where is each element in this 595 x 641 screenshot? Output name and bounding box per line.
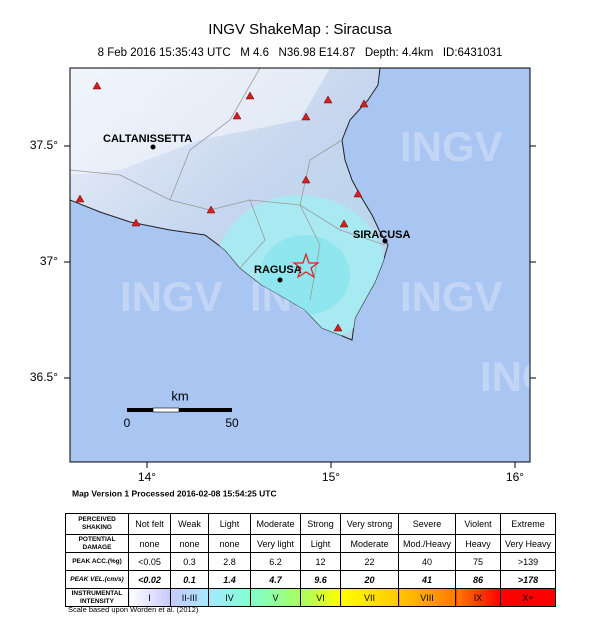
city-dot [150,144,156,150]
lat-label: 37.5° [30,138,58,152]
row-label: PERCEIVED SHAKING [65,513,129,535]
scale-end: 50 [225,416,239,430]
legend-cell: Very Heavy [500,534,556,553]
legend-cell: Heavy [455,534,501,553]
legend-row: PEAK ACC.(%g) <0.05 0.3 2.8 6.2 12 22 40 75 >139 [65,552,556,571]
legend-cell: 2.8 [208,552,251,571]
city-label: SIRACUSA [353,229,411,241]
legend-cell: IV [208,588,251,607]
epicenter [292,252,320,279]
footer: Map Version 1 Processed 2016-02-08 15:54… [72,488,277,498]
title: INGV ShakeMap : Siracusa [208,21,392,38]
legend-cell: 22 [340,552,399,571]
legend-cell: Light [208,513,251,535]
legend-cell: II-III [170,588,209,607]
legend-cell: Moderate [250,513,301,535]
lon-label: 15° [322,470,340,484]
row-label: POTENTIAL DAMAGE [65,534,129,553]
city-dot [277,277,283,283]
legend-cell: Extreme [500,513,556,535]
legend-cell: Very light [250,534,301,553]
scale-note: Scale based upon Worden et al. (2012) [68,605,199,614]
watermark: INGV [480,353,583,400]
legend-cell: VII [340,588,399,607]
stations [75,81,369,332]
legend-cell: Moderate [340,534,399,553]
legend-cell: Violent [455,513,501,535]
province-borders [70,68,386,301]
legend-cell: >178 [500,570,556,589]
shakemap: INGV ShakeMap : Siracusa 8 Feb 2016 15:3… [30,21,583,498]
legend-cell: Very strong [340,513,399,535]
legend-cell: Light [300,534,341,553]
legend-row: INSTRUMENTAL INTENSITY I II-III IV V VI VII VII… [65,588,556,607]
legend-cell: 4.7 [250,570,301,589]
legend-cell: X+ [500,588,556,607]
legend-cell: none [128,534,171,553]
city-label: RAGUSA [254,264,302,276]
legend-cell: IX [455,588,501,607]
legend-cell: Strong [300,513,341,535]
lat-label: 36.5° [30,370,58,384]
scale-bar [127,408,153,412]
watermark: INGV [400,273,503,320]
intensity-legend: PERCEIVED SHAKING Not felt Weak Light Modera… [65,513,556,607]
lon-label: 16° [506,470,524,484]
legend-cell: Not felt [128,513,171,535]
scale-unit: km [171,388,188,403]
legend-cell: 86 [455,570,501,589]
legend-cell: <0.02 [128,570,171,589]
row-label: PEAK VEL.(cm/s) [65,570,129,589]
map-frame [69,67,531,463]
legend-cell: 40 [398,552,456,571]
legend-cell: >139 [500,552,556,571]
row-label: INSTRUMENTAL INTENSITY [65,588,129,607]
legend-cell: 1.4 [208,570,251,589]
legend-cell: 41 [398,570,456,589]
legend-row: POTENTIAL DAMAGE none none none Very light Li… [65,534,556,553]
city-label: CALTANISSETTA [103,133,192,145]
city-dot [382,238,388,244]
legend-cell: 0.1 [170,570,209,589]
legend-cell: 75 [455,552,501,571]
legend-cell: V [250,588,301,607]
legend-cell: Mod./Heavy [398,534,456,553]
legend-cell: 20 [340,570,399,589]
watermark: INGV [400,123,503,170]
legend-cell: I [128,588,171,607]
legend-cell: Weak [170,513,209,535]
graticule-ticks [64,145,536,468]
legend-cell: VIII [398,588,456,607]
row-label: PEAK ACC.(%g) [65,552,129,571]
watermark: INGV [120,273,223,320]
scale-bar [152,407,180,413]
legend-cell: 0.3 [170,552,209,571]
legend-row: PEAK VEL.(cm/s) <0.02 0.1 1.4 4.7 9.6 20 41 86 >1… [65,570,556,589]
scale-bar [179,408,232,412]
scale-start: 0 [124,416,131,430]
legend-cell: 9.6 [300,570,341,589]
legend-cell: Severe [398,513,456,535]
lat-label: 37° [40,254,58,268]
legend-cell: 6.2 [250,552,301,571]
legend-cell: none [208,534,251,553]
map-area: INGVINGVINGVINGVINGV CALTANISSETTA SIRAC… [70,68,583,462]
legend-cell: VI [300,588,341,607]
lon-label: 14° [138,470,156,484]
legend-cell: <0.05 [128,552,171,571]
legend-row: PERCEIVED SHAKING Not felt Weak Light Modera… [65,513,556,535]
legend-cell: none [170,534,209,553]
subtitle: 8 Feb 2016 15:35:43 UTC M 4.6 N36.98 E14… [98,47,503,59]
legend-cell: 12 [300,552,341,571]
